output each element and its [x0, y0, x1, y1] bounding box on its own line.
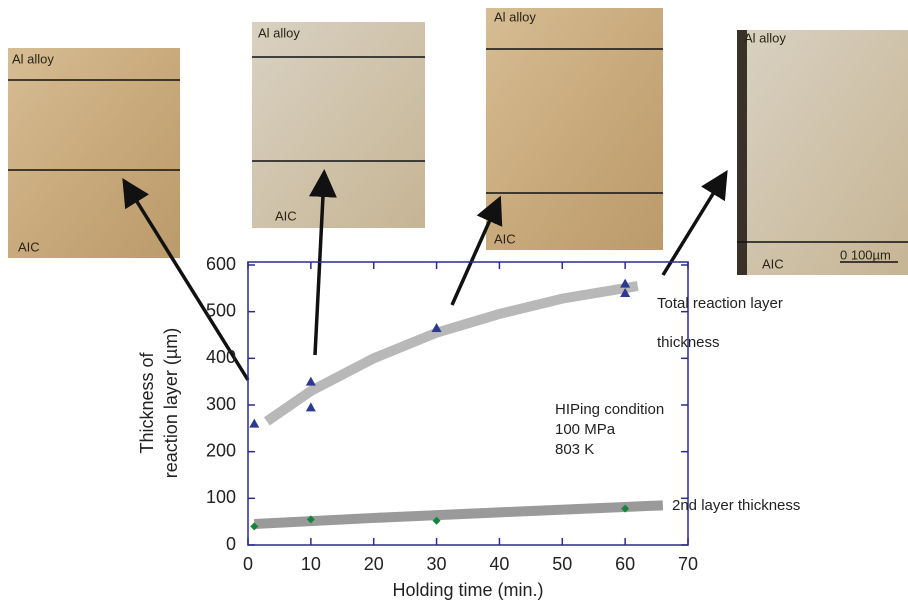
x-tick-label: 40 [489, 554, 509, 574]
data-point [620, 278, 631, 288]
scale-bar-label: 0 100µm [840, 247, 891, 262]
trend-line [264, 281, 639, 426]
data-point [432, 516, 441, 525]
annotation: 2nd layer thickness [672, 497, 800, 514]
x-tick-label: 0 [243, 554, 253, 574]
annotation: thickness [657, 334, 720, 351]
micrograph-label: AIC [762, 256, 784, 271]
arrows [122, 169, 728, 381]
x-axis-label: Holding time (min.) [392, 580, 543, 600]
micrograph-label: Al alloy [12, 51, 54, 66]
trend-line [254, 500, 664, 529]
x-tick-label: 50 [552, 554, 572, 574]
y-tick-label: 600 [206, 254, 236, 274]
micrograph: Al alloy AIC 0 100µm [737, 30, 908, 275]
y-tick-label: 400 [206, 347, 236, 367]
data-point [250, 522, 259, 531]
y-tick-label: 300 [206, 394, 236, 414]
micrograph: Al alloy AIC [252, 22, 425, 228]
y-axis-label: Thickness of [137, 351, 157, 453]
data-point [620, 288, 631, 297]
micrograph: Al alloy AIC [486, 8, 663, 250]
annotation: 100 MPa [555, 421, 616, 438]
x-tick-label: 60 [615, 554, 635, 574]
y-tick-label: 500 [206, 300, 236, 320]
micrograph-label: AIC [494, 231, 516, 246]
data-point [305, 402, 316, 412]
x-tick-label: 20 [364, 554, 384, 574]
data-point [431, 323, 442, 332]
micrograph-label: AIC [18, 239, 40, 254]
y-axis-label: reaction layer (µm) [161, 328, 181, 478]
micrograph-label: Al alloy [258, 25, 300, 40]
micrograph: Al alloy AIC [8, 48, 180, 258]
annotation: 803 K [555, 441, 594, 458]
micrograph-label: AIC [275, 208, 297, 223]
micrograph-label: Al alloy [494, 9, 536, 24]
x-tick-label: 30 [427, 554, 447, 574]
data-point [305, 376, 316, 386]
data-point [306, 515, 315, 524]
y-tick-label: 200 [206, 440, 236, 460]
x-tick-label: 70 [678, 554, 698, 574]
data-point [249, 418, 260, 428]
annotation: Total reaction layer [657, 295, 783, 312]
y-tick-label: 100 [206, 487, 236, 507]
data-point [621, 504, 630, 513]
y-tick-label: 0 [226, 534, 236, 554]
x-tick-label: 10 [301, 554, 321, 574]
micrograph-label: Al alloy [744, 30, 786, 45]
annotation: HIPing condition [555, 401, 664, 418]
plot-frame [247, 261, 689, 546]
